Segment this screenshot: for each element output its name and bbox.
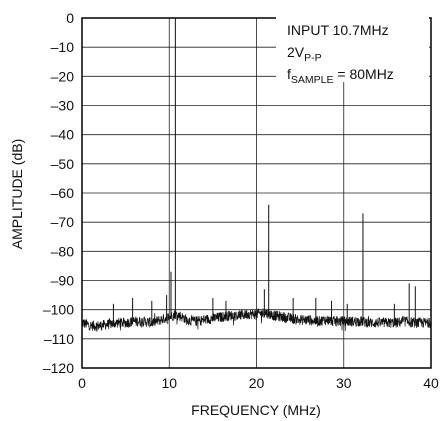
x-tick-label: 20 — [249, 375, 265, 391]
y-tick-label: –60 — [51, 185, 75, 201]
y-tick-labels: 0 –10 –20 –30 –40 –50 –60 –70 –80 –90 –100 –110 –120 — [43, 10, 74, 376]
annotation-amplitude: 2VP-P — [287, 44, 322, 64]
plot-frame — [81, 17, 432, 369]
annotation-input: INPUT 10.7MHz — [287, 22, 389, 38]
y-tick-label: –40 — [51, 127, 75, 143]
x-tick-label: 40 — [423, 375, 439, 391]
y-tick-label: 0 — [66, 10, 74, 26]
annotation-sample-rate: fSAMPLE = 80MHz — [287, 66, 394, 86]
x-tick-label: 10 — [161, 375, 177, 391]
y-tick-label: –110 — [44, 331, 74, 347]
noise-floor — [81, 308, 432, 332]
x-tick-label: 0 — [78, 375, 86, 391]
x-tick-labels: 0 10 20 30 40 — [78, 375, 439, 391]
y-tick-label: –10 — [51, 39, 75, 55]
x-axis-label: FREQUENCY (MHz) — [191, 402, 321, 418]
noise-trace — [81, 308, 432, 332]
x-tick-label: 30 — [336, 375, 352, 391]
y-tick-label: –90 — [51, 273, 75, 289]
y-axis-label: AMPLITUDE (dB) — [9, 139, 25, 249]
y-tick-label: –80 — [51, 243, 75, 259]
y-tick-label: –100 — [43, 302, 74, 318]
spur-lines — [112, 18, 416, 327]
y-tick-label: –50 — [51, 156, 75, 172]
y-tick-label: –20 — [51, 68, 75, 84]
y-tick-label: –30 — [51, 98, 75, 114]
annotation-box: INPUT 10.7MHz 2VP-P fSAMPLE = 80MHz — [276, 12, 429, 86]
y-tick-label: –70 — [51, 214, 75, 230]
y-tick-label: –120 — [43, 360, 74, 376]
